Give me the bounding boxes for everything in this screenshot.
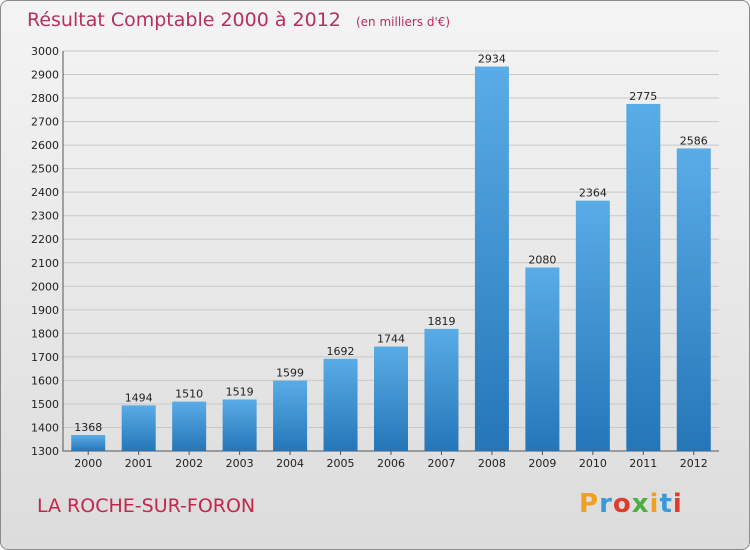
bar-2010 bbox=[575, 200, 610, 451]
bar-2002 bbox=[172, 401, 207, 451]
chart-title: Résultat Comptable 2000 à 2012 bbox=[27, 9, 341, 31]
x-tick-label: 2012 bbox=[680, 457, 708, 470]
logo-letter: o bbox=[612, 489, 632, 519]
x-tick-label: 2000 bbox=[74, 457, 102, 470]
y-tick-label: 1300 bbox=[31, 445, 59, 458]
y-tick-label: 2400 bbox=[31, 186, 59, 199]
x-tick-label: 2011 bbox=[629, 457, 657, 470]
value-label: 2364 bbox=[579, 187, 607, 200]
chart-header: Résultat Comptable 2000 à 2012 (en milli… bbox=[27, 9, 450, 31]
y-tick-label: 2200 bbox=[31, 233, 59, 246]
x-tick-label: 2009 bbox=[528, 457, 556, 470]
x-tick-label: 2001 bbox=[125, 457, 153, 470]
logo-letter: i bbox=[649, 489, 660, 519]
y-tick-label: 1900 bbox=[31, 304, 59, 317]
y-tick-label: 2900 bbox=[31, 69, 59, 82]
y-tick-label: 2600 bbox=[31, 139, 59, 152]
x-tick-label: 2003 bbox=[226, 457, 254, 470]
x-tick-label: 2010 bbox=[579, 457, 607, 470]
bars bbox=[71, 66, 711, 452]
value-label: 1692 bbox=[327, 345, 355, 358]
value-label: 1744 bbox=[377, 333, 405, 346]
chart-subtitle: (en milliers d'€) bbox=[355, 15, 451, 29]
value-label: 1510 bbox=[175, 388, 203, 401]
bar-2012 bbox=[676, 148, 711, 452]
y-tick-label: 1600 bbox=[31, 374, 59, 387]
y-tick-label: 2700 bbox=[31, 116, 59, 129]
x-tick-label: 2005 bbox=[327, 457, 355, 470]
bar-2005 bbox=[323, 358, 358, 451]
x-tick-label: 2002 bbox=[175, 457, 203, 470]
x-tick-label: 2007 bbox=[427, 457, 455, 470]
x-axis-ticks: 2000 2001 2002 2003 2004 2005 2006 2007 2008 2009… bbox=[74, 451, 708, 470]
bar-2006 bbox=[374, 346, 408, 451]
value-label: 1494 bbox=[125, 391, 153, 404]
value-label: 2586 bbox=[680, 134, 708, 147]
y-tick-label: 2800 bbox=[31, 92, 59, 105]
x-tick-label: 2004 bbox=[276, 457, 304, 470]
x-tick-label: 2008 bbox=[478, 457, 506, 470]
y-tick-label: 1400 bbox=[31, 421, 59, 434]
bar-2000 bbox=[71, 435, 106, 451]
y-tick-label: 1800 bbox=[31, 327, 59, 340]
value-label: 2775 bbox=[629, 90, 657, 103]
value-label: 1368 bbox=[74, 421, 102, 434]
value-labels: 1368 1494 1510 1519 1599 1692 1744 1819 2934 2080… bbox=[74, 53, 708, 434]
bar-2004 bbox=[273, 380, 308, 451]
logo-letter: i bbox=[672, 489, 683, 519]
value-label: 1819 bbox=[427, 315, 455, 328]
bar-2008 bbox=[474, 66, 509, 451]
bar-2007 bbox=[424, 328, 459, 451]
y-tick-label: 2000 bbox=[31, 280, 59, 293]
value-label: 1599 bbox=[276, 367, 304, 380]
proxiti-logo[interactable]: Proxiti bbox=[579, 489, 683, 519]
y-tick-label: 2300 bbox=[31, 210, 59, 223]
logo-letter: P bbox=[579, 489, 600, 519]
city-name: LA ROCHE-SUR-FORON bbox=[37, 495, 256, 517]
value-label: 1519 bbox=[226, 385, 254, 398]
bar-2001 bbox=[121, 405, 156, 451]
logo-letter: r bbox=[599, 489, 613, 519]
bar-2011 bbox=[626, 103, 661, 452]
bar-2003 bbox=[222, 399, 257, 451]
logo-letter: x bbox=[631, 489, 650, 519]
bar-2009 bbox=[525, 267, 560, 451]
y-tick-label: 3000 bbox=[31, 45, 59, 58]
logo-letter: t bbox=[659, 489, 673, 519]
y-tick-label: 1500 bbox=[31, 398, 59, 411]
y-tick-label: 2100 bbox=[31, 257, 59, 270]
y-tick-label: 2500 bbox=[31, 163, 59, 176]
value-label: 2080 bbox=[528, 253, 556, 266]
x-tick-label: 2006 bbox=[377, 457, 405, 470]
y-tick-label: 1700 bbox=[31, 351, 59, 364]
value-label: 2934 bbox=[478, 53, 506, 66]
y-axis-ticks: 1300 1400 1500 1600 1700 1800 1900 2000 2100 2200… bbox=[31, 45, 59, 458]
